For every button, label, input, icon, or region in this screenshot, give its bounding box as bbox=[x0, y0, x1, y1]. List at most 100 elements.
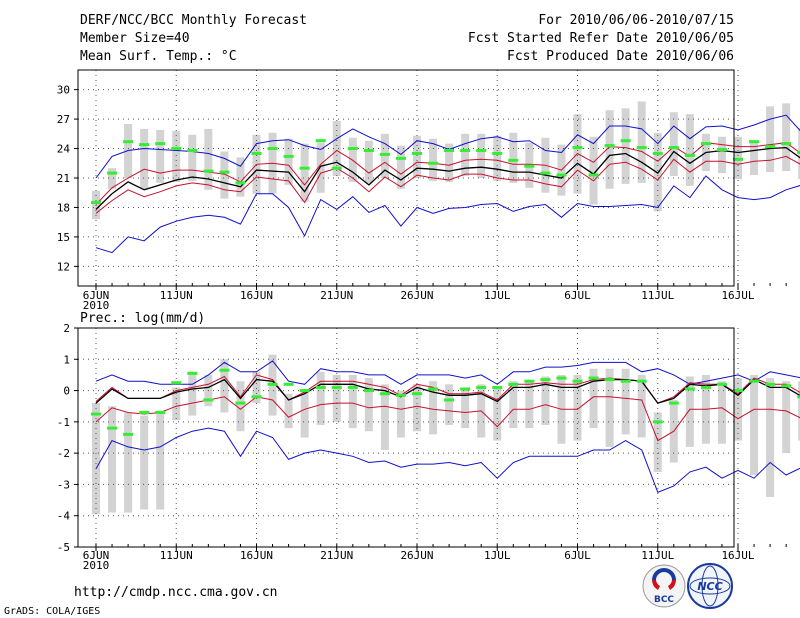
observation-marker bbox=[155, 410, 166, 414]
observation-marker bbox=[636, 379, 647, 383]
observation-marker bbox=[524, 379, 535, 383]
spread-box bbox=[108, 406, 117, 513]
spread-box bbox=[188, 371, 197, 416]
observation-marker bbox=[251, 395, 262, 399]
observation-marker bbox=[781, 384, 792, 388]
observation-marker bbox=[460, 149, 471, 153]
spread-box bbox=[589, 368, 598, 429]
spread-box bbox=[316, 142, 325, 193]
y-tick-label: 30 bbox=[57, 84, 70, 97]
observation-marker bbox=[315, 385, 326, 389]
observation-marker bbox=[379, 152, 390, 156]
source-url[interactable]: http://cmdp.ncc.cma.gov.cn bbox=[74, 585, 278, 600]
series-line-upper bbox=[95, 360, 800, 385]
spread-box bbox=[717, 136, 726, 174]
observation-marker bbox=[123, 140, 134, 144]
observation-marker bbox=[460, 387, 471, 391]
observation-marker bbox=[668, 146, 679, 150]
series-line-q-upper bbox=[95, 374, 800, 404]
observation-marker bbox=[684, 153, 695, 157]
observation-marker bbox=[347, 147, 358, 151]
observation-marker bbox=[139, 410, 150, 414]
spread-box bbox=[717, 381, 726, 444]
spread-box bbox=[300, 389, 309, 438]
observation-marker bbox=[476, 385, 487, 389]
observation-marker bbox=[267, 147, 278, 151]
observation-marker bbox=[219, 170, 230, 174]
observation-marker bbox=[347, 385, 358, 389]
x-tick-label: 1JUL bbox=[484, 289, 511, 302]
series-line-mean bbox=[95, 146, 800, 210]
temperature-panel: 30 27 24 21 18 15 12 6JUN 11JUN 16JUN 21JUN 26JUN 1J… bbox=[57, 69, 800, 312]
spread-box bbox=[220, 359, 229, 413]
y-tick-label: -5 bbox=[57, 541, 70, 554]
observation-marker bbox=[267, 382, 278, 386]
x-tick-label: 11JUN bbox=[160, 289, 193, 302]
spread-box bbox=[669, 112, 678, 177]
observation-marker bbox=[187, 149, 198, 153]
observation-marker bbox=[733, 389, 743, 393]
observation-marker bbox=[363, 149, 374, 153]
observation-marker bbox=[540, 171, 551, 175]
observation-marker bbox=[716, 382, 727, 386]
spread-box bbox=[413, 135, 421, 178]
y-tick-label: 1 bbox=[63, 353, 70, 366]
spread-box bbox=[766, 106, 775, 173]
observation-marker bbox=[428, 387, 439, 391]
temperature-markers bbox=[91, 139, 800, 205]
x-tick-label: 21JUN bbox=[320, 289, 353, 302]
forecast-period: For 2010/06/06-2010/07/15 bbox=[538, 13, 734, 28]
observation-marker bbox=[588, 173, 599, 177]
member-size: Member Size=40 bbox=[80, 31, 190, 46]
observation-marker bbox=[572, 146, 583, 150]
spread-box bbox=[782, 103, 791, 172]
series-line-q-lower bbox=[95, 396, 800, 442]
observation-marker bbox=[492, 385, 503, 389]
spread-box bbox=[188, 134, 197, 181]
spread-box bbox=[236, 157, 245, 197]
observation-marker bbox=[700, 142, 711, 146]
spread-box bbox=[108, 168, 117, 189]
spread-box bbox=[140, 128, 149, 189]
observation-marker bbox=[636, 146, 647, 150]
spread-box bbox=[156, 410, 165, 510]
spread-box bbox=[348, 374, 357, 429]
observation-marker bbox=[107, 171, 118, 175]
observation-marker bbox=[155, 142, 166, 146]
spread-box bbox=[429, 138, 438, 181]
y-tick-label: 15 bbox=[57, 231, 70, 244]
observation-marker bbox=[652, 151, 663, 155]
observation-marker bbox=[765, 145, 776, 149]
spread-box bbox=[140, 415, 149, 510]
observation-marker bbox=[620, 139, 631, 143]
y-tick-label: 12 bbox=[57, 260, 70, 273]
spread-box bbox=[364, 378, 373, 432]
observation-marker bbox=[572, 379, 583, 383]
precipitation-axes: 2 1 0 -1 -2 -3 -4 -5 6JUN 11JUN 16JUN 21JUN 26JUN 1JU… bbox=[57, 322, 787, 572]
observation-marker bbox=[91, 412, 101, 416]
observation-marker bbox=[716, 148, 727, 152]
observation-marker bbox=[139, 143, 150, 147]
observation-marker bbox=[524, 164, 535, 168]
observation-marker bbox=[684, 387, 695, 391]
spread-box bbox=[300, 143, 309, 202]
x-tick-label: 16JUL bbox=[721, 549, 754, 562]
spread-box bbox=[766, 378, 775, 497]
series-line-lower bbox=[95, 427, 800, 493]
spread-box bbox=[589, 136, 598, 205]
y-tick-label: 27 bbox=[57, 113, 70, 126]
observation-marker bbox=[604, 378, 615, 382]
spread-box bbox=[653, 412, 662, 472]
ncc-logo: NCC bbox=[687, 563, 733, 609]
observation-marker bbox=[283, 154, 294, 158]
x-tick-label: 26JUN bbox=[400, 549, 433, 562]
x-tick-label: 6JUL bbox=[564, 549, 591, 562]
x-tick-label: 26JUN bbox=[400, 289, 433, 302]
y-tick-label: -4 bbox=[57, 510, 71, 523]
observation-marker bbox=[299, 166, 310, 170]
x-tick-label: 16JUN bbox=[240, 549, 273, 562]
spread-box bbox=[685, 376, 694, 447]
spread-box bbox=[204, 128, 213, 190]
spread-box bbox=[413, 384, 421, 432]
